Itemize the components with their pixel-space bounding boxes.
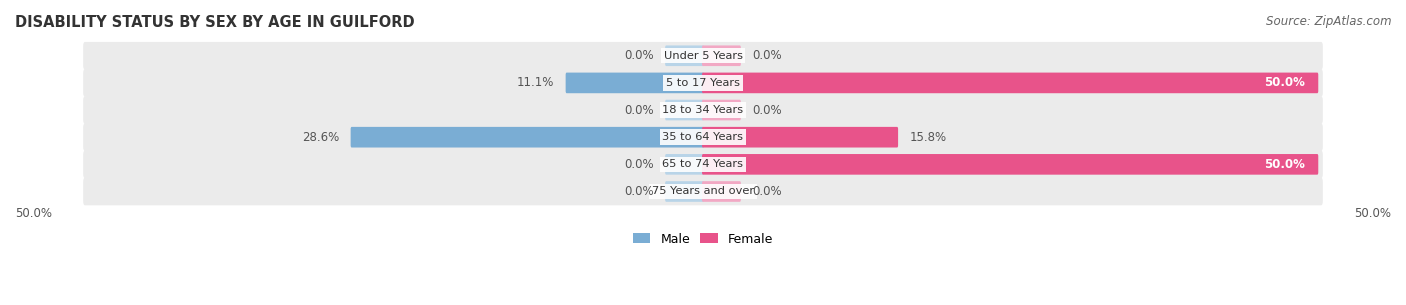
FancyBboxPatch shape (702, 181, 741, 202)
Text: 50.0%: 50.0% (1354, 207, 1391, 220)
FancyBboxPatch shape (702, 127, 898, 148)
FancyBboxPatch shape (702, 154, 1319, 175)
Text: 11.1%: 11.1% (517, 77, 554, 89)
FancyBboxPatch shape (83, 150, 1323, 178)
FancyBboxPatch shape (83, 178, 1323, 205)
Text: Source: ZipAtlas.com: Source: ZipAtlas.com (1267, 15, 1392, 28)
FancyBboxPatch shape (565, 73, 704, 93)
Text: 0.0%: 0.0% (752, 185, 782, 198)
Text: 35 to 64 Years: 35 to 64 Years (662, 132, 744, 142)
Legend: Male, Female: Male, Female (628, 228, 778, 251)
FancyBboxPatch shape (702, 100, 741, 120)
Text: 0.0%: 0.0% (752, 104, 782, 117)
Text: Under 5 Years: Under 5 Years (664, 51, 742, 61)
Text: 0.0%: 0.0% (624, 158, 654, 171)
FancyBboxPatch shape (665, 181, 704, 202)
Text: 15.8%: 15.8% (910, 131, 946, 144)
Text: 75 Years and over: 75 Years and over (652, 186, 754, 196)
Text: 0.0%: 0.0% (624, 49, 654, 62)
FancyBboxPatch shape (83, 96, 1323, 124)
Text: 18 to 34 Years: 18 to 34 Years (662, 105, 744, 115)
FancyBboxPatch shape (702, 45, 741, 66)
Text: 5 to 17 Years: 5 to 17 Years (666, 78, 740, 88)
FancyBboxPatch shape (350, 127, 704, 148)
FancyBboxPatch shape (665, 45, 704, 66)
Text: DISABILITY STATUS BY SEX BY AGE IN GUILFORD: DISABILITY STATUS BY SEX BY AGE IN GUILF… (15, 15, 415, 30)
Text: 50.0%: 50.0% (1264, 77, 1305, 89)
Text: 28.6%: 28.6% (302, 131, 339, 144)
Text: 65 to 74 Years: 65 to 74 Years (662, 159, 744, 169)
FancyBboxPatch shape (83, 69, 1323, 97)
Text: 0.0%: 0.0% (624, 185, 654, 198)
Text: 0.0%: 0.0% (752, 49, 782, 62)
Text: 50.0%: 50.0% (1264, 158, 1305, 171)
FancyBboxPatch shape (83, 123, 1323, 151)
FancyBboxPatch shape (83, 42, 1323, 70)
FancyBboxPatch shape (702, 73, 1319, 93)
FancyBboxPatch shape (665, 154, 704, 175)
Text: 0.0%: 0.0% (624, 104, 654, 117)
FancyBboxPatch shape (665, 100, 704, 120)
Text: 50.0%: 50.0% (15, 207, 52, 220)
